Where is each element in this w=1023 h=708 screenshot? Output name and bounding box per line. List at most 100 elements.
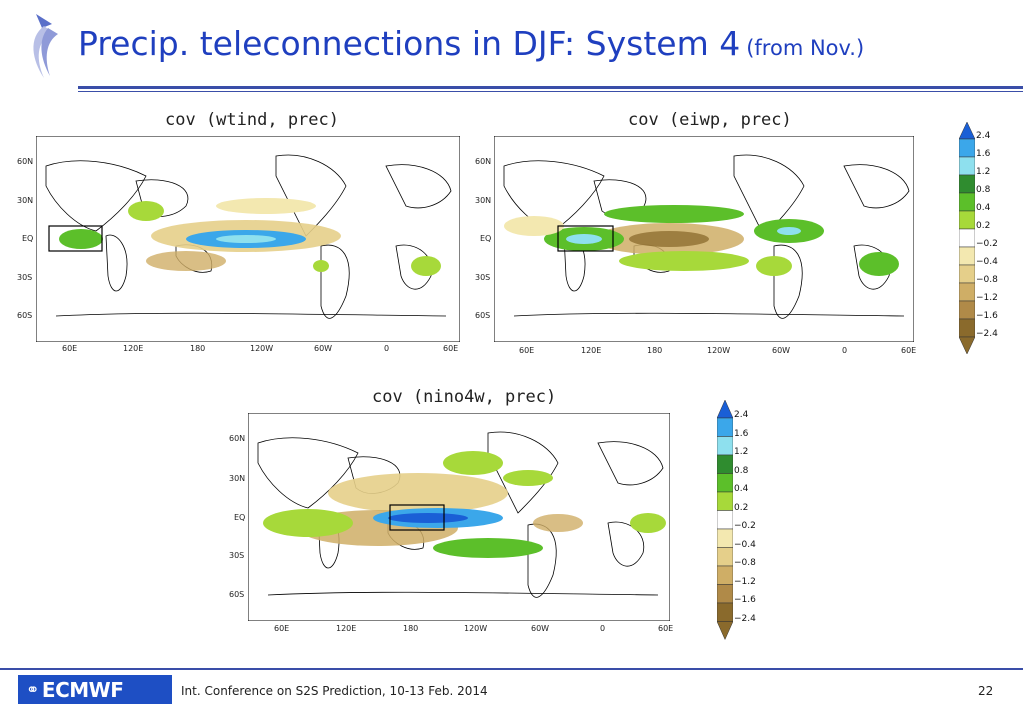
colorbar-segment <box>716 547 734 567</box>
lon-label-120w: 120W <box>250 344 274 353</box>
lon-label-120e-2: 120E <box>581 346 602 355</box>
cb2-label-11: −2.4 <box>734 614 756 624</box>
lat-label-60s-2: 60S <box>475 311 491 320</box>
colorbar-bottom <box>716 399 777 641</box>
cb1-label-2: 1.2 <box>976 167 991 177</box>
colorbar-segment <box>716 491 734 511</box>
cb1-label-11: −2.4 <box>976 329 998 339</box>
colorbar-segment <box>716 584 734 604</box>
lon-label-180-3: 180 <box>403 624 419 633</box>
lat-label-30n-2: 30N <box>475 196 492 205</box>
map-panel-nino4w <box>247 412 671 622</box>
lon-label-60e-end: 60E <box>443 344 459 353</box>
cb1-label-3: 0.8 <box>976 185 991 195</box>
lon-label-120w-2: 120W <box>707 346 731 355</box>
logo-mark-icon: ⚭ <box>26 680 39 699</box>
slide-title-main: Precip. teleconnections in DJF: System 4 <box>78 24 741 63</box>
map-title-wtind: cov (wtind, prec) <box>165 110 339 130</box>
colorbar-segment <box>716 602 734 622</box>
cb2-label-4: 0.4 <box>734 484 749 494</box>
lat-label-60n: 60N <box>17 157 34 166</box>
lon-label-60e-3: 60E <box>274 624 290 633</box>
map-svg-eiwp <box>493 135 915 343</box>
logo-text: ECMWF <box>41 677 124 702</box>
map-panel-wtind <box>32 135 461 343</box>
lon-label-60w-2: 60W <box>772 346 791 355</box>
lat-label-60n-3: 60N <box>229 434 246 443</box>
colorbar-top-svg <box>958 121 976 355</box>
colorbar-segment <box>958 300 976 320</box>
footer-conference: Int. Conference on S2S Prediction, 10-13… <box>181 684 488 698</box>
colorbar-segment <box>958 192 976 212</box>
colorbar-top-arrow <box>716 399 734 419</box>
colorbar-segment <box>716 454 734 474</box>
lon-label-60w-3: 60W <box>531 624 550 633</box>
lon-label-120w-3: 120W <box>464 624 488 633</box>
lat-label-30n-3: 30N <box>229 474 246 483</box>
cb2-label-1: 1.6 <box>734 429 749 439</box>
map-panel-eiwp <box>493 135 915 343</box>
lat-label-30s: 30S <box>17 273 33 282</box>
lat-label-30s-3: 30S <box>229 551 245 560</box>
colorbar-bottom-arrow <box>716 621 734 641</box>
lon-label-60e: 60E <box>62 344 78 353</box>
cb2-label-3: 0.8 <box>734 466 749 476</box>
cb2-label-8: −0.8 <box>734 558 756 568</box>
colorbar-segment <box>716 417 734 437</box>
colorbar-segment <box>958 210 976 230</box>
cb2-label-0: 2.4 <box>734 410 749 420</box>
cb1-label-6: −0.2 <box>976 239 998 249</box>
colorbar-bottom-svg <box>716 399 734 641</box>
colorbar-segment <box>958 264 976 284</box>
colorbar-top <box>958 121 1019 362</box>
shade-green <box>59 229 103 249</box>
colorbar-segment <box>716 473 734 493</box>
ecmwf-emblem-icon <box>22 10 70 82</box>
cb2-label-7: −0.4 <box>734 540 756 550</box>
lon-label-0-3: 0 <box>600 624 606 633</box>
cb2-label-6: −0.2 <box>734 521 756 531</box>
cb1-label-4: 0.4 <box>976 203 991 213</box>
colorbar-segment <box>716 510 734 530</box>
cb1-label-8: −0.8 <box>976 275 998 285</box>
colorbar-top-arrow <box>958 121 976 140</box>
colorbar-bottom-arrow <box>958 336 976 355</box>
index-box <box>48 225 103 252</box>
cb1-label-10: −1.6 <box>976 311 998 321</box>
cb1-label-5: 0.2 <box>976 221 991 231</box>
lon-label-120e: 120E <box>123 344 144 353</box>
lat-label-eq-3: EQ <box>234 513 246 522</box>
lon-label-0-2: 0 <box>842 346 848 355</box>
page-number: 22 <box>978 684 994 698</box>
map-title-eiwp: cov (eiwp, prec) <box>628 110 792 130</box>
ecmwf-logo: ⚭ ECMWF <box>18 675 172 704</box>
colorbar-segment <box>958 246 976 266</box>
lon-label-60e-2: 60E <box>519 346 535 355</box>
cb2-label-9: −1.2 <box>734 577 756 587</box>
colorbar-segment <box>958 318 976 338</box>
lon-label-120e-3: 120E <box>336 624 357 633</box>
lon-label-60e-end-2: 60E <box>901 346 917 355</box>
lat-label-60s-3: 60S <box>229 590 245 599</box>
lon-label-0: 0 <box>384 344 390 353</box>
title-rule <box>78 86 1023 89</box>
map-svg-nino4w <box>247 412 671 622</box>
colorbar-segment <box>716 436 734 456</box>
cb1-label-0: 2.4 <box>976 131 991 141</box>
colorbar-segment <box>958 282 976 302</box>
cb2-label-2: 1.2 <box>734 447 749 457</box>
title-rule-thin <box>78 91 1023 92</box>
lon-label-180-2: 180 <box>647 346 663 355</box>
footer-rule <box>0 668 1023 670</box>
lat-label-30n: 30N <box>17 196 34 205</box>
lat-label-60s: 60S <box>17 311 33 320</box>
map-title-nino4w: cov (nino4w, prec) <box>372 387 557 407</box>
slide-title: Precip. teleconnections in DJF: System 4… <box>78 24 864 63</box>
lat-label-eq: EQ <box>22 234 34 243</box>
slide-title-sub: (from Nov.) <box>746 36 865 60</box>
lon-label-60w: 60W <box>314 344 333 353</box>
colorbar-segment <box>958 156 976 176</box>
colorbar-segment <box>958 228 976 248</box>
colorbar-segment <box>716 528 734 548</box>
cb1-label-1: 1.6 <box>976 149 991 159</box>
